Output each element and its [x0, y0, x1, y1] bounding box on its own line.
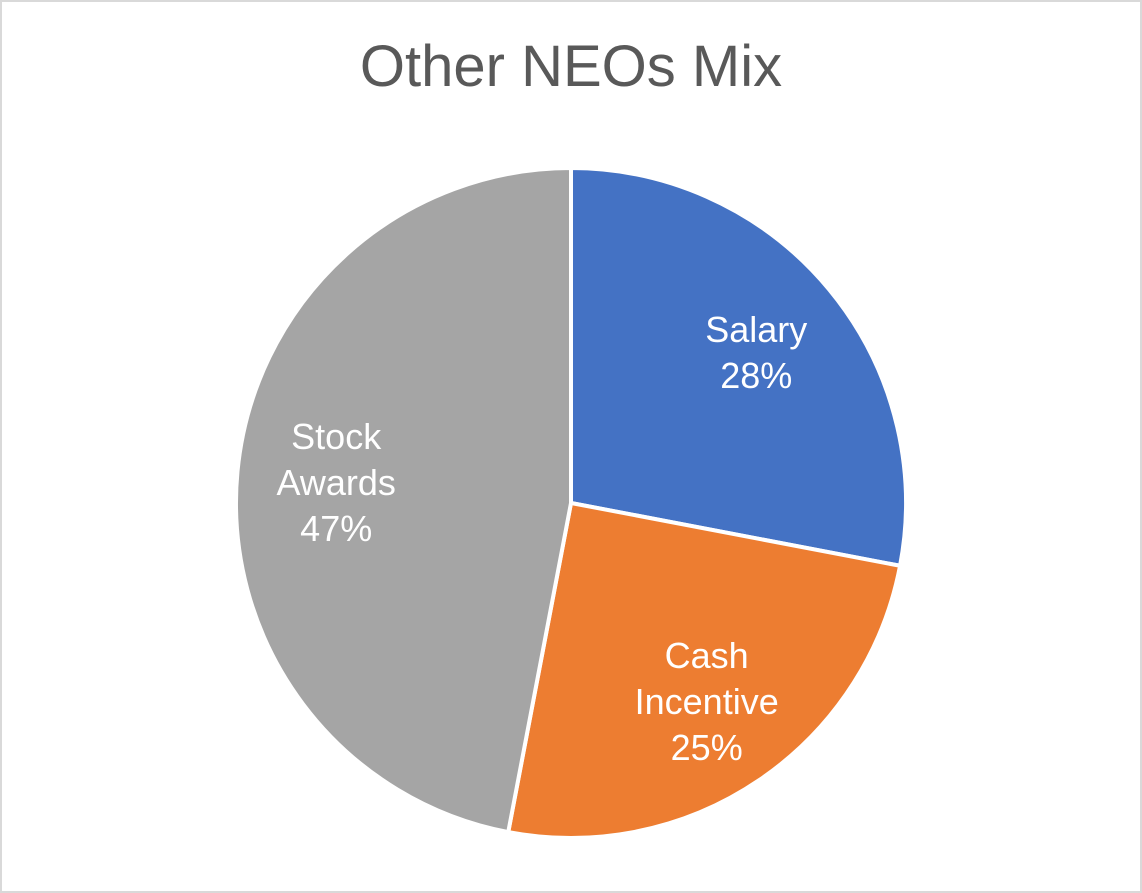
value-label: 25% — [670, 726, 743, 768]
pie-slice — [569, 166, 908, 568]
pie-slice — [506, 501, 903, 840]
category-label: Stock Awards — [276, 415, 396, 503]
category-label: Cash Incentive — [634, 634, 779, 722]
chart-title: Other NEOs Mix — [359, 34, 783, 99]
data-label: Stock Awards 47% — [246, 414, 426, 552]
value-label: 28% — [720, 355, 793, 397]
pie-slice — [234, 166, 573, 835]
category-label: Salary — [705, 309, 808, 351]
value-label: 47% — [300, 507, 373, 549]
data-label: Cash Incentive 25% — [617, 633, 797, 771]
data-label: Salary 28% — [666, 307, 846, 399]
